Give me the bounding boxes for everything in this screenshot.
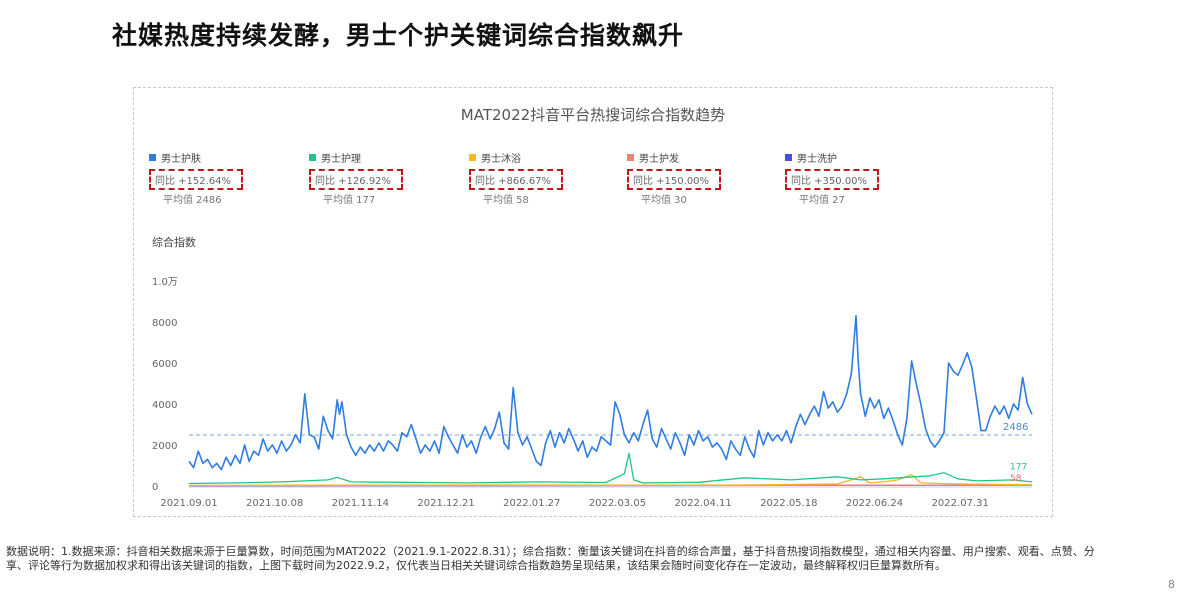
legend-swatch [149,154,156,161]
legend-yoy: 同比 +350.00% [785,169,880,190]
legend-yoy: 同比 +152.64% [149,169,244,190]
average-label: 2486 [1003,422,1028,433]
x-tick-label: 2022.03.05 [589,498,646,509]
y-tick-label: 1.0万 [152,277,178,288]
legend-label: 男士洗护 [797,154,837,165]
x-tick-label: 2021.10.08 [246,498,303,509]
x-tick-label: 2022.07.31 [932,498,989,509]
page-number: 8 [1168,578,1175,591]
legend-item-washcare[interactable]: 男士洗护 同比 +350.00% 平均值 27 [785,150,880,206]
chart-title: MAT2022抖音平台热搜词综合指数趋势 [460,106,726,124]
series-line [188,452,1033,485]
legend-average: 平均值 30 [641,195,687,206]
series-end-label: 58 [1010,474,1022,484]
legend-average: 平均值 2486 [163,195,222,206]
y-axis-title: 综合指数 [152,236,196,249]
x-tick-label: 2022.01.27 [503,498,560,509]
legend-yoy: 同比 +150.00% [627,169,722,190]
legend-label: 男士护肤 [161,154,201,165]
legend-item-care[interactable]: 男士护理 同比 +126.92% 平均值 177 [309,150,404,206]
page-title: 社媒热度持续发酵，男士个护关键词综合指数飙升 [112,21,685,50]
y-tick-label: 4000 [152,400,177,411]
x-tick-label: 2021.12.21 [417,498,474,509]
x-tick-label: 2022.05.18 [760,498,817,509]
x-tick-label: 2021.11.14 [332,498,389,509]
legend-swatch [469,154,476,161]
x-tick-label: 2022.04.11 [675,498,732,509]
y-tick-label: 0 [152,482,158,493]
legend-item-skincare[interactable]: 男士护肤 同比 +152.64% 平均值 2486 [149,150,244,206]
line-chart-plot: 0 2000 4000 6000 8000 1.0万 2021.09.01 2021.10.0… [152,277,1033,509]
legend-item-haircare[interactable]: 男士护发 同比 +150.00% 平均值 30 [627,150,722,206]
legend-label: 男士沐浴 [481,154,521,165]
legend-yoy: 同比 +866.67% [469,169,564,190]
chart-frame: MAT2022抖音平台热搜词综合指数趋势 男士护肤 同比 +152.64% 平均… [133,87,1053,517]
x-tick-label: 2021.09.01 [160,498,217,509]
legend-average: 平均值 27 [799,195,845,206]
legend-label: 男士护发 [639,154,679,165]
series-line [188,315,1033,471]
legend-item-bath[interactable]: 男士沐浴 同比 +866.67% 平均值 58 [469,150,564,206]
y-tick-label: 8000 [152,318,177,329]
y-tick-label: 6000 [152,359,177,370]
footnote: 数据说明：1.数据来源：抖音相关数据来源于巨量算数，时间范围为MAT2022（2… [6,545,1095,572]
legend-swatch [627,154,634,161]
x-tick-label: 2022.06.24 [846,498,903,509]
legend-yoy: 同比 +126.92% [309,169,404,190]
legend-average: 平均值 58 [483,195,529,206]
series-end-label: 177 [1010,463,1027,473]
legend-swatch [785,154,792,161]
legend-swatch [309,154,316,161]
legend-average: 平均值 177 [323,195,376,206]
legend-label: 男士护理 [321,154,361,165]
y-tick-label: 2000 [152,441,177,452]
